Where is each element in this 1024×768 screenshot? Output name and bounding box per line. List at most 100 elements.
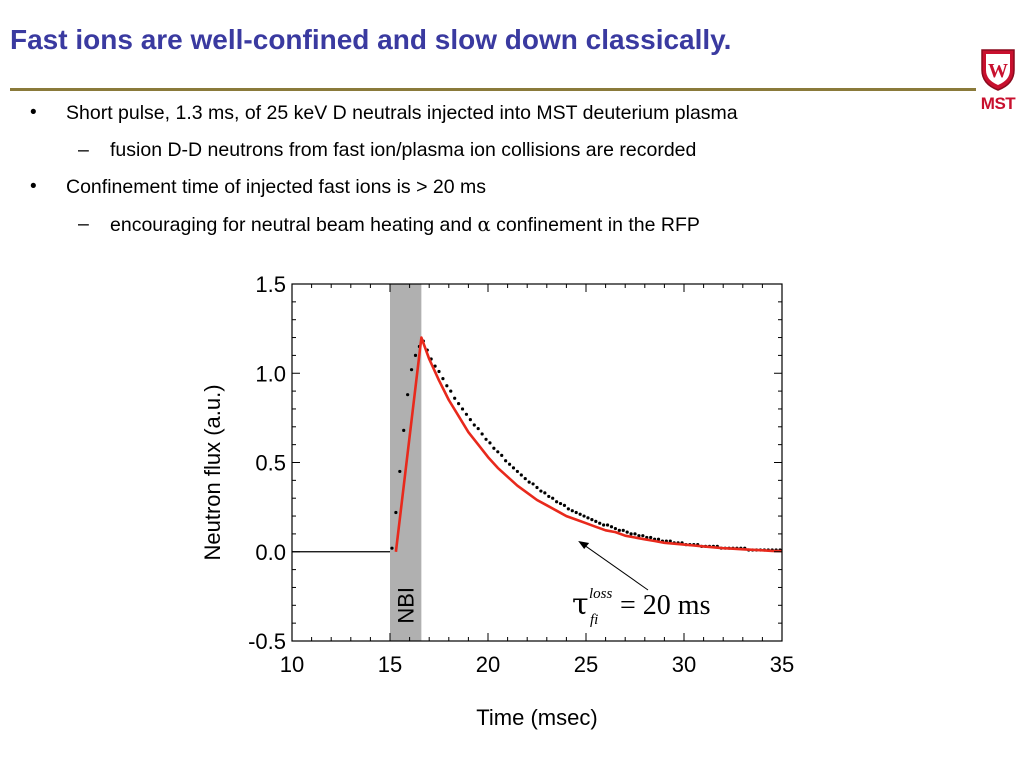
scatter-point [394, 510, 398, 515]
text-before-alpha: encouraging for neutral beam heating and [110, 214, 478, 236]
scatter-point [464, 412, 469, 416]
x-tick-label: 20 [476, 652, 500, 677]
sub-bullet-marker: – [78, 139, 89, 161]
scatter-point [609, 525, 614, 529]
plot-frame [291, 283, 783, 642]
scatter-point [543, 491, 547, 495]
scatter-point [519, 473, 523, 477]
scatter-point [453, 396, 457, 400]
scatter-point [539, 489, 543, 493]
y-tick-label: 0.0 [255, 540, 286, 565]
scatter-point [480, 432, 484, 436]
scatter-point [637, 534, 641, 538]
y-tick-label: 1.5 [255, 272, 286, 297]
scatter-point [594, 519, 598, 524]
fit-curve [394, 336, 783, 553]
scatter-point [406, 393, 410, 397]
scatter-point [574, 510, 578, 515]
slide-title: Fast ions are well-confined and slow dow… [10, 24, 732, 55]
scatter-point [633, 532, 637, 536]
x-tick-label: 15 [378, 652, 402, 677]
logo-text: MST [980, 94, 1016, 113]
scatter-point [578, 512, 582, 516]
scatter-point [437, 369, 441, 374]
bullet-text: Confinement time of injected fast ions i… [66, 176, 486, 198]
scatter-point [598, 521, 602, 525]
scatter-point [398, 469, 402, 474]
tau-superscript: loss [589, 586, 613, 602]
scatter-point [531, 482, 535, 486]
scatter-point [617, 528, 621, 532]
scatter-point [566, 507, 570, 511]
y-tick-label: -0.5 [248, 629, 286, 654]
scatter-point [570, 509, 574, 513]
mst-logo: W MST [976, 44, 1020, 120]
scatter-point [472, 423, 476, 427]
scatter-point [507, 462, 512, 466]
title-divider [10, 88, 976, 91]
scatter-point [641, 534, 645, 538]
scatter-point [590, 518, 594, 522]
scatter-point [488, 441, 492, 445]
scatter-point [445, 384, 449, 388]
sub-bullet-text: fusion D-D neutrons from fast ion/plasma… [110, 139, 697, 161]
scatter-point [496, 450, 500, 454]
scatter-point [402, 428, 406, 432]
scatter-point [602, 523, 606, 527]
y-axis-label: Neutron flux (a.u.) [200, 384, 225, 560]
x-tick-label: 10 [280, 652, 304, 677]
annotation-arrow [583, 544, 649, 591]
scatter-point [468, 418, 472, 422]
scatter-point [629, 532, 633, 536]
scatter-point [460, 407, 465, 411]
scatter-point [433, 364, 437, 368]
nbi-label: NBI [394, 587, 419, 624]
crest-letter: W [988, 60, 1008, 82]
bullet-text: Short pulse, 1.3 ms, of 25 keV D neutral… [66, 102, 738, 124]
x-tick-label: 35 [770, 652, 794, 677]
scatter-point [586, 516, 590, 520]
tau-value: = 20 ms [620, 590, 710, 621]
scatter-point [558, 501, 563, 506]
x-axis-label: Time (msec) [476, 705, 597, 730]
scatter-point [449, 389, 453, 393]
scatter-point [500, 453, 504, 457]
scatter-point [476, 426, 480, 431]
scatter-point [668, 539, 672, 543]
bullet-marker: • [30, 176, 37, 197]
y-tick-label: 0.5 [255, 451, 286, 476]
scatter-point [562, 503, 567, 507]
scatter-point [511, 466, 516, 470]
scatter-point [409, 368, 414, 372]
neutron-flux-chart: NBI 10 15 20 25 30 35 -0.5 0.0 0.5 1.0 1.5 Time (ms… [200, 272, 794, 730]
scatter-point [441, 377, 445, 381]
scatter-point [413, 353, 418, 357]
tau-symbol: τ [572, 587, 589, 622]
bullet-marker: • [30, 102, 37, 123]
scatter-point [504, 459, 508, 463]
sub-bullet-marker: – [78, 213, 89, 235]
scatter-point [547, 494, 551, 499]
scatter-point [625, 530, 629, 534]
scatter-point [523, 476, 527, 481]
text-after-alpha: confinement in the RFP [490, 214, 700, 236]
x-tick-label: 25 [574, 652, 598, 677]
scatter-point [484, 437, 488, 441]
scatter-point [649, 535, 653, 540]
scatter-point [390, 546, 394, 550]
scatter-point [527, 480, 531, 484]
x-tick-label: 30 [672, 652, 696, 677]
scatter-point [605, 523, 610, 527]
scatter-point [555, 500, 559, 504]
annotation-arrowhead [578, 541, 590, 550]
scatter-point [492, 446, 496, 450]
scatter-point [656, 537, 661, 541]
scatter-point [457, 401, 461, 406]
crest-icon: W [981, 49, 1015, 91]
sub-bullet-text: encouraging for neutral beam heating and… [110, 213, 700, 237]
tau-subscript: fi [590, 612, 598, 628]
scatter-point [582, 514, 586, 518]
scatter-point [621, 528, 625, 532]
scatter-point [551, 496, 555, 500]
scatter-point [535, 485, 539, 490]
